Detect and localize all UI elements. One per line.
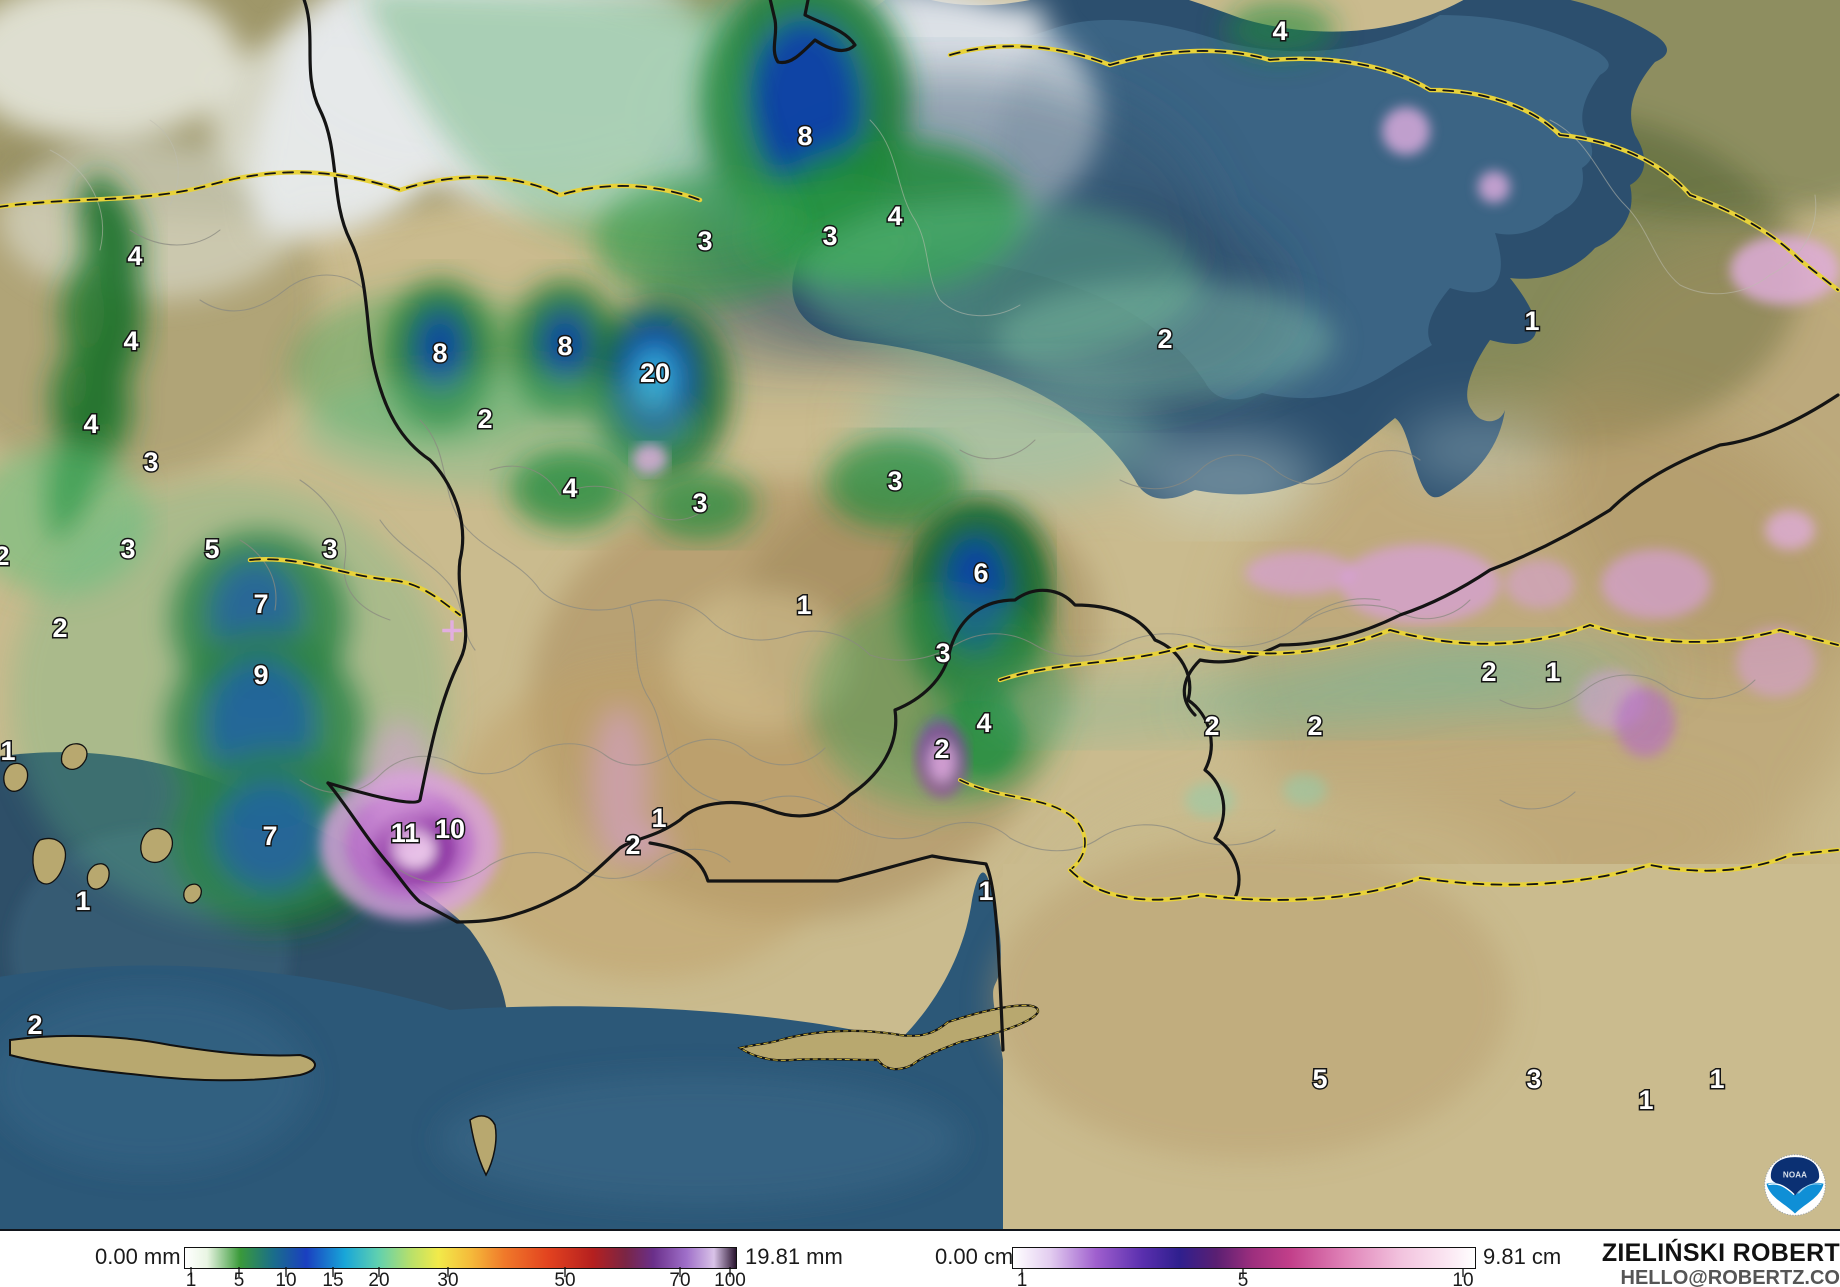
svg-text:3: 3: [322, 534, 337, 564]
svg-text:3: 3: [697, 226, 712, 256]
svg-text:8: 8: [557, 331, 572, 361]
svg-text:3: 3: [120, 534, 135, 564]
svg-text:7: 7: [253, 589, 268, 619]
svg-text:1: 1: [1709, 1064, 1724, 1094]
svg-text:20: 20: [640, 358, 670, 388]
svg-text:1: 1: [1638, 1085, 1653, 1115]
svg-text:3: 3: [692, 488, 707, 518]
svg-text:2: 2: [934, 734, 949, 764]
svg-text:4: 4: [123, 326, 138, 356]
svg-text:2: 2: [477, 404, 492, 434]
svg-text:4: 4: [976, 708, 991, 738]
svg-text:2: 2: [27, 1010, 42, 1040]
svg-text:1: 1: [0, 736, 15, 766]
svg-text:2: 2: [1307, 711, 1322, 741]
svg-text:6: 6: [973, 558, 988, 588]
svg-text:1: 1: [796, 590, 811, 620]
svg-text:3: 3: [935, 638, 950, 668]
svg-text:2: 2: [625, 830, 640, 860]
svg-text:NOAA: NOAA: [1783, 1171, 1807, 1180]
svg-text:1: 1: [978, 876, 993, 906]
svg-text:5: 5: [204, 534, 219, 564]
svg-text:2: 2: [1204, 711, 1219, 741]
svg-text:2: 2: [1157, 324, 1172, 354]
svg-text:3: 3: [887, 466, 902, 496]
svg-text:3: 3: [1526, 1064, 1541, 1094]
svg-text:4: 4: [1272, 16, 1287, 46]
svg-text:10: 10: [435, 814, 465, 844]
svg-text:2: 2: [1481, 657, 1496, 687]
svg-text:1: 1: [75, 886, 90, 916]
svg-text:8: 8: [432, 338, 447, 368]
svg-text:3: 3: [143, 447, 158, 477]
svg-text:11: 11: [391, 818, 420, 848]
svg-text:7: 7: [262, 821, 277, 851]
svg-text:1: 1: [1545, 657, 1560, 687]
svg-text:4: 4: [127, 241, 142, 271]
svg-text:2: 2: [52, 613, 67, 643]
svg-text:3: 3: [822, 221, 837, 251]
svg-text:8: 8: [797, 121, 812, 151]
svg-text:4: 4: [887, 201, 902, 231]
svg-text:4: 4: [562, 473, 577, 503]
svg-text:1: 1: [651, 803, 666, 833]
svg-text:2: 2: [0, 541, 10, 571]
svg-text:9: 9: [253, 660, 268, 690]
svg-text:4: 4: [83, 409, 98, 439]
svg-text:1: 1: [1524, 306, 1539, 336]
svg-text:5: 5: [1312, 1064, 1327, 1094]
